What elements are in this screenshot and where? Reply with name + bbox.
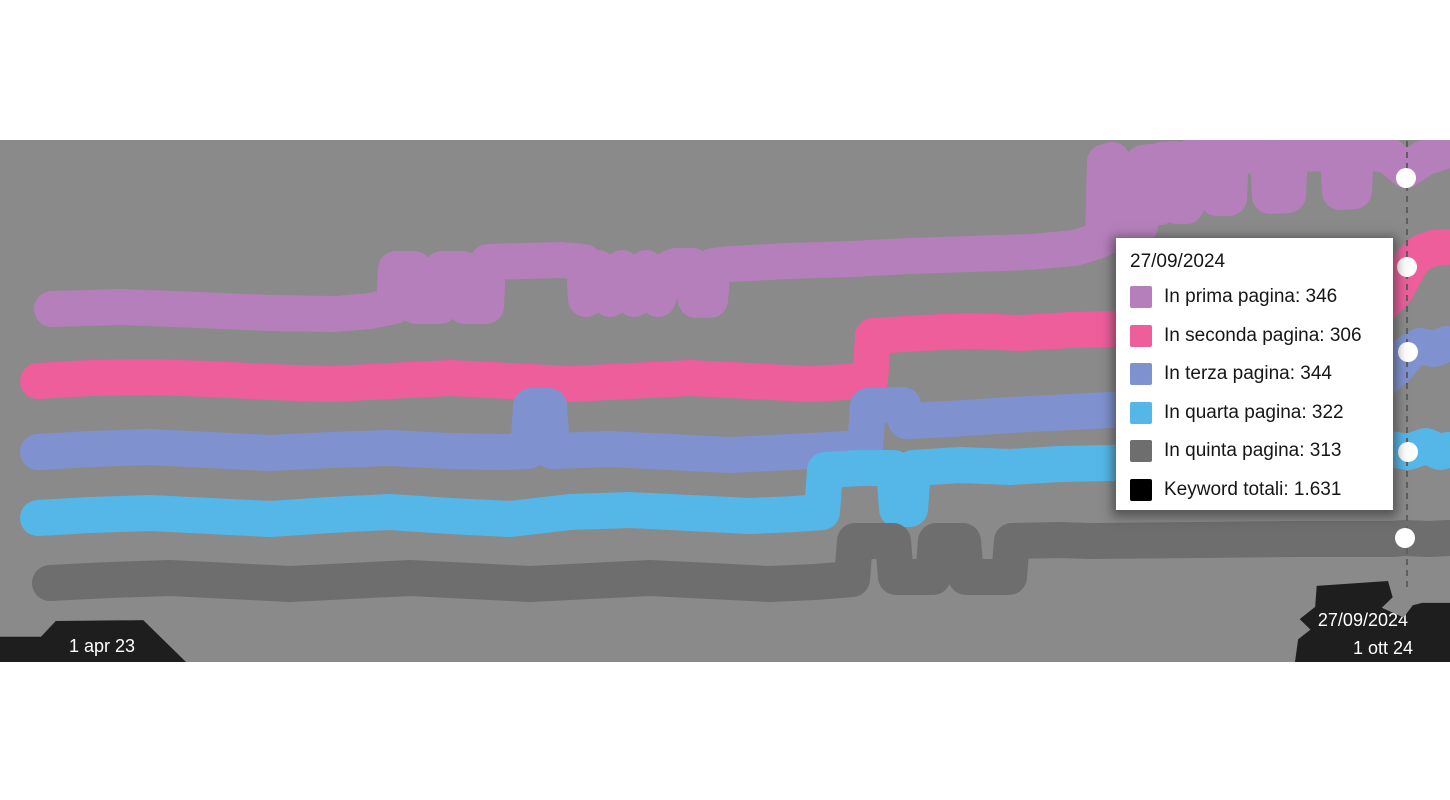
tooltip-row-5: Keyword totali: 1.631 (1130, 471, 1379, 510)
tooltip-date: 27/09/2024 (1130, 251, 1226, 272)
tooltip-row-1: In seconda pagina: 306 (1130, 317, 1379, 356)
legend-swatch-icon (1130, 286, 1152, 309)
legend-row-text: In terza pagina: 344 (1164, 363, 1332, 385)
legend-row-text: In seconda pagina: 306 (1164, 324, 1362, 346)
x-axis-start-label: 1 apr 23 (0, 620, 186, 662)
x-axis-start-text: 1 apr 23 (68, 636, 136, 656)
series-line-4 (32, 520, 1450, 602)
legend-swatch-icon (1130, 363, 1152, 386)
legend-swatch-icon (1130, 440, 1152, 463)
tooltip-row-3: In quarta pagina: 322 (1130, 394, 1379, 433)
tooltip-row-4: In quinta pagina: 313 (1130, 432, 1379, 471)
hover-marker-3 (1398, 442, 1418, 462)
hover-marker-0 (1396, 168, 1416, 188)
hover-tooltip: 27/09/2024 In prima pagina: 346 In second… (1116, 238, 1393, 510)
hover-marker-4 (1395, 528, 1415, 548)
legend-swatch-icon (1130, 478, 1152, 501)
legend-swatch-icon (1130, 324, 1152, 347)
legend-swatch-icon (1130, 401, 1152, 424)
legend-row-text: In quarta pagina: 322 (1164, 401, 1344, 423)
tooltip-row-0: In prima pagina: 346 (1130, 278, 1379, 317)
x-axis-end-text: 1 ott 24 (1352, 638, 1413, 658)
hover-marker-2 (1398, 342, 1418, 362)
hover-marker-1 (1397, 257, 1417, 277)
legend-row-text: Keyword totali: 1.631 (1164, 478, 1342, 500)
series-line-0 (34, 140, 1450, 332)
tooltip-legend: In prima pagina: 346 In seconda pagina: 3… (1130, 278, 1379, 509)
x-axis-cursor-date-text: 27/09/2024 (1317, 610, 1408, 630)
legend-row-text: In prima pagina: 346 (1164, 286, 1338, 308)
series-line-1 (20, 229, 1450, 402)
legend-row-text: In quinta pagina: 313 (1164, 440, 1342, 462)
tooltip-row-2: In terza pagina: 344 (1130, 355, 1379, 394)
